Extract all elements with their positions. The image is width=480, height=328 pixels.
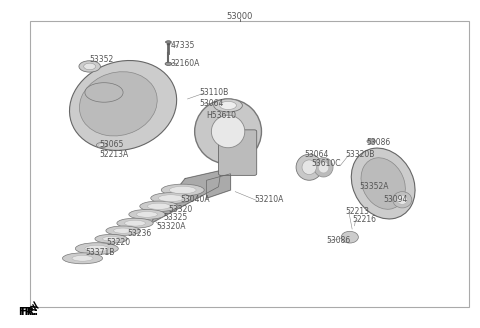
Text: 53040A: 53040A [180,195,210,204]
FancyBboxPatch shape [218,130,257,175]
Text: H53610: H53610 [206,111,237,120]
Text: 32160A: 32160A [171,59,200,68]
Text: 53086: 53086 [326,236,350,245]
Text: 53352: 53352 [90,55,114,64]
Ellipse shape [166,41,171,43]
Ellipse shape [147,203,170,209]
Ellipse shape [393,192,412,208]
Ellipse shape [117,218,153,228]
Ellipse shape [140,201,178,212]
Text: 53086: 53086 [366,138,391,147]
Text: 53110B: 53110B [199,88,228,97]
Text: 53325: 53325 [164,213,188,222]
Text: 53352A: 53352A [360,182,389,191]
Ellipse shape [165,62,172,66]
Text: 53064: 53064 [304,150,329,159]
Ellipse shape [85,245,109,252]
Ellipse shape [211,115,245,148]
Ellipse shape [314,157,333,177]
Ellipse shape [85,83,123,102]
Text: 53000: 53000 [227,11,253,21]
Ellipse shape [75,243,118,255]
Text: 53320A: 53320A [156,222,186,231]
Text: 53236: 53236 [128,229,152,238]
Ellipse shape [214,99,242,112]
Ellipse shape [397,195,408,204]
Ellipse shape [79,72,157,136]
Text: 53065: 53065 [99,140,123,149]
Ellipse shape [106,226,140,236]
Ellipse shape [169,186,196,194]
Ellipse shape [114,228,132,233]
Ellipse shape [84,63,96,70]
Ellipse shape [361,158,405,209]
Ellipse shape [296,154,323,180]
Ellipse shape [99,144,105,147]
Circle shape [341,231,359,243]
Ellipse shape [62,253,103,264]
Text: 53210A: 53210A [254,195,284,204]
Ellipse shape [367,139,375,144]
Ellipse shape [351,148,415,219]
Ellipse shape [124,220,145,226]
Text: 52213A: 52213A [99,150,129,159]
Ellipse shape [220,101,237,110]
Ellipse shape [96,143,107,148]
Text: 52216: 52216 [352,215,376,224]
Polygon shape [206,174,230,198]
Text: 47335: 47335 [171,41,195,50]
Ellipse shape [161,184,204,196]
Ellipse shape [151,193,191,204]
Ellipse shape [302,160,316,174]
Text: 53610C: 53610C [312,159,341,169]
Polygon shape [149,171,221,224]
Text: 53320B: 53320B [345,150,374,159]
Ellipse shape [318,162,329,173]
Text: 53320: 53320 [168,205,192,214]
Text: FR.: FR. [18,307,36,317]
Text: 53094: 53094 [383,195,408,204]
Ellipse shape [79,61,100,72]
Ellipse shape [136,212,157,217]
Ellipse shape [70,61,177,151]
Ellipse shape [72,256,93,261]
Ellipse shape [103,236,120,241]
Ellipse shape [95,235,127,243]
Text: 53064: 53064 [199,99,224,108]
Text: FR.: FR. [21,307,38,317]
Ellipse shape [195,99,262,164]
Text: 53371B: 53371B [85,248,114,257]
Text: 53220: 53220 [107,238,131,247]
Ellipse shape [158,195,183,201]
Text: 52213: 52213 [345,207,369,215]
Ellipse shape [129,210,165,219]
